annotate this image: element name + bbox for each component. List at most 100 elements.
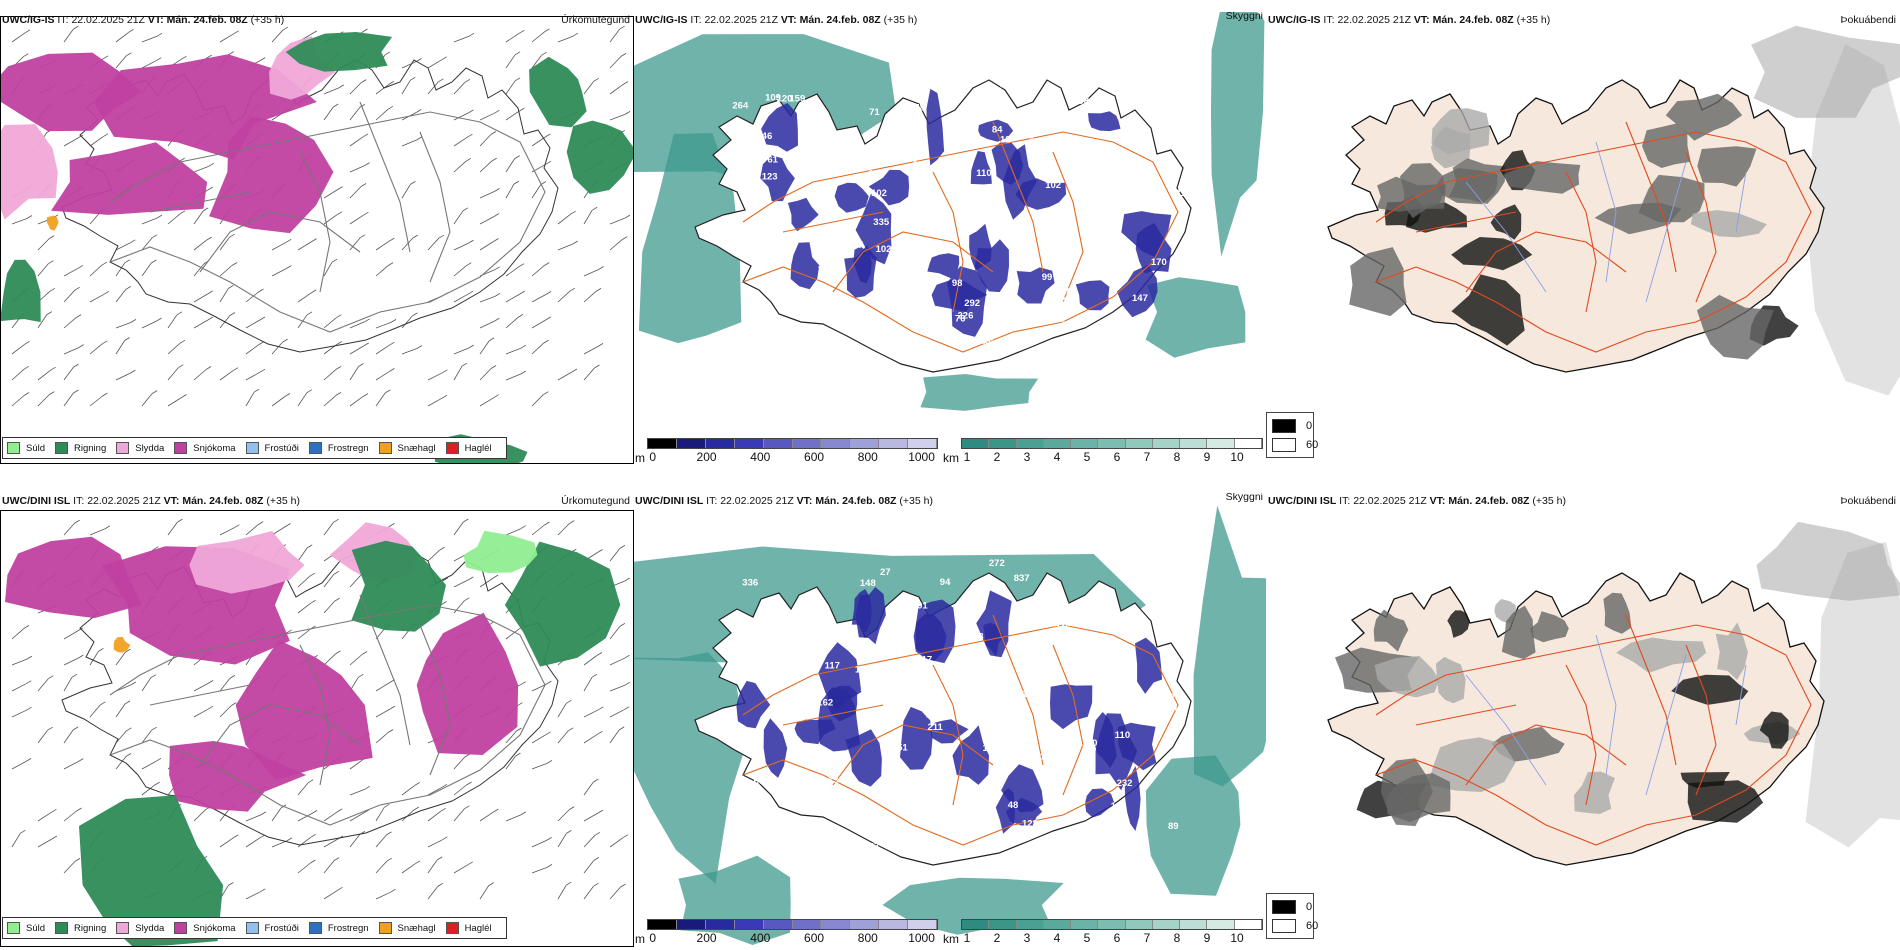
wind-barb [167, 367, 179, 381]
wind-barb-feather [597, 549, 603, 553]
colorbar-segment [1043, 439, 1072, 448]
wind-barb [609, 626, 621, 640]
colorbar-ticks: 0 200 400 600 800 1000 [647, 450, 936, 464]
wind-barb [193, 683, 209, 692]
visibility-label: 408 [1061, 296, 1077, 307]
wind-barb [219, 236, 230, 251]
wind-barb [557, 809, 570, 822]
visibility-label: 139 [828, 775, 844, 786]
model-name: UWC/DINI ISL [2, 495, 71, 507]
road-line [1415, 704, 1517, 726]
wind-barb [401, 785, 416, 796]
colorbar-segment [763, 439, 793, 448]
wind-barb [63, 630, 79, 640]
wind-barb [89, 343, 103, 355]
wind-barb-feather [624, 681, 631, 686]
rivers [1465, 141, 1747, 303]
wind-barb [453, 521, 464, 536]
wind-barb [583, 291, 597, 303]
it-value: 22.02.2025 21Z [1353, 495, 1427, 507]
model-name: UWC/DINI ISL [1268, 495, 1337, 507]
it-value: 22.02.2025 21Z [704, 14, 778, 26]
visibility-label: 20 [904, 215, 915, 226]
visibility-label: 98 [992, 684, 1003, 695]
vt-label: VT: [1413, 14, 1430, 26]
wind-barb-feather [520, 344, 527, 349]
visibility-label: 71 [869, 107, 880, 118]
wind-barb [271, 396, 286, 407]
wind-barb [583, 885, 594, 900]
wind-barb-feather [228, 882, 234, 886]
wind-barb-feather [48, 235, 55, 239]
wind-barb [245, 814, 261, 822]
low-visibility-area [952, 725, 989, 785]
colorbar-tick-label: 0 [649, 931, 657, 945]
wind-barb-feather [624, 214, 631, 219]
legend-swatch [174, 442, 188, 454]
wind-barb [323, 838, 339, 848]
colorbar-tick-label: 6 [1113, 931, 1121, 945]
wind-barb-feather [202, 207, 209, 212]
wind-barb-feather [258, 288, 264, 293]
wind-barb [193, 708, 209, 718]
wind-barb [375, 344, 390, 355]
visibility-panel-2: UWC/DINI ISL IT: 22.02.2025 21Z VT: Mán.… [633, 493, 1267, 947]
wind-barb [583, 812, 599, 822]
visibility-label: 292 [964, 298, 980, 309]
wind-barb [427, 859, 438, 874]
legend-swatch [378, 922, 392, 934]
wind-barb [583, 346, 599, 355]
wind-barb [531, 342, 544, 355]
river-line [1465, 674, 1547, 786]
visibility-label: 189 [818, 260, 834, 271]
wind-barb [453, 864, 469, 874]
roads [109, 594, 546, 826]
wind-barb [297, 575, 311, 588]
wind-barb-feather [361, 651, 368, 655]
wind-barb-feather [154, 781, 160, 786]
fog-area [1503, 161, 1581, 194]
precip-area [46, 215, 59, 231]
wind-barb-feather [48, 260, 54, 265]
product-type: Skyggni [1225, 12, 1263, 22]
product-type: Úrkomutegund [561, 495, 630, 507]
visibility-panel-1: UWC/IG-IS IT: 22.02.2025 21Z VT: Mán. 24… [633, 12, 1267, 464]
wind-barb-feather [151, 259, 157, 264]
colorbar-tick-label: 1000 [908, 931, 935, 945]
low-visibility-area [969, 223, 992, 271]
wind-barb-feather [620, 883, 626, 888]
wind-barb-feather [519, 107, 525, 112]
wind-barb [323, 574, 335, 588]
precip-area [113, 636, 131, 653]
wind-barb-feather [335, 366, 342, 370]
colorbar-segment [962, 920, 990, 929]
wind-barb [323, 521, 334, 536]
low-visibility-area [927, 253, 960, 279]
wind-barb-feather [544, 521, 550, 526]
colorbar-segment [1180, 920, 1208, 929]
wind-barb [141, 760, 157, 770]
wind-barb-feather [49, 287, 56, 292]
wind-barb [583, 676, 593, 692]
precip-area [463, 530, 538, 573]
legend-swatch [245, 442, 259, 454]
wind-barb-feather [491, 157, 497, 162]
precip-area [351, 540, 446, 632]
visibility-fog-area [920, 374, 1039, 411]
road-line [199, 704, 361, 766]
wind-barb [557, 884, 567, 900]
precip-area [79, 795, 224, 947]
it-label: IT: [73, 495, 85, 507]
wind-barb [323, 395, 337, 407]
wind-barb-feather [467, 290, 474, 295]
iceland-coastline [694, 79, 1192, 373]
wind-barb-feather [543, 262, 550, 266]
wind-barb-feather [415, 109, 422, 113]
road-line [782, 211, 884, 233]
visibility-label: 121 [929, 759, 946, 770]
colorbar-segment [1234, 920, 1262, 929]
wind-barb [37, 838, 53, 848]
wind-barb [609, 837, 624, 848]
fog-area [1530, 611, 1569, 643]
road-line [1052, 644, 1084, 796]
